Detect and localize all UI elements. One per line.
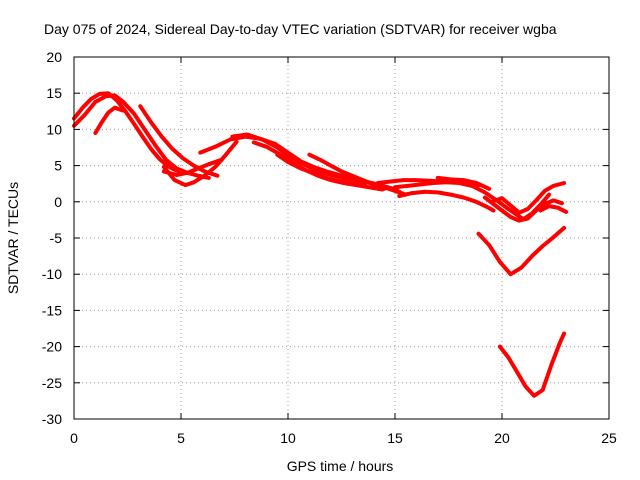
- series-track-17: [491, 181, 567, 215]
- series-track-5: [161, 139, 239, 188]
- data-series: [72, 91, 569, 398]
- x-tick-label: 10: [280, 430, 296, 446]
- x-tick-label: 0: [70, 430, 78, 446]
- series-track-10: [275, 152, 367, 188]
- axis-ticks: 0 5 10 15 20 25 -30 -25 -20 -15 -10 -5 0 5 10 15 20: [42, 49, 617, 446]
- series-track-11: [307, 152, 387, 191]
- y-tick-label: 0: [54, 194, 62, 210]
- y-tick-label: -15: [42, 302, 62, 318]
- series-track-19: [538, 204, 569, 214]
- y-axis-title: SDTVAR / TECUs: [5, 182, 21, 294]
- series-track-13: [393, 180, 511, 211]
- series-track-21: [497, 331, 567, 398]
- grid: [74, 57, 609, 419]
- y-tick-label: 5: [54, 158, 62, 174]
- y-tick-label: -30: [42, 411, 62, 427]
- y-tick-label: -25: [42, 375, 62, 391]
- x-tick-label: 5: [177, 430, 185, 446]
- y-tick-label: 15: [46, 85, 62, 101]
- series-track-14: [397, 189, 496, 213]
- y-tick-label: -20: [42, 339, 62, 355]
- series-track-4: [138, 104, 220, 178]
- series-track-15: [435, 175, 492, 191]
- series-track-3: [93, 105, 126, 135]
- chart-title: Day 075 of 2024, Sidereal Day-to-day VTE…: [44, 21, 557, 37]
- y-tick-label: -10: [42, 266, 62, 282]
- series-track-2: [72, 91, 188, 175]
- y-tick-label: 10: [46, 121, 62, 137]
- x-tick-label: 15: [387, 430, 403, 446]
- x-axis-title: GPS time / hours: [287, 458, 394, 474]
- series-track-20: [476, 225, 567, 277]
- x-tick-label: 20: [494, 430, 510, 446]
- y-tick-label: 20: [46, 49, 62, 65]
- series-track-6: [161, 157, 224, 177]
- series-track-18: [504, 192, 552, 222]
- x-tick-label: 25: [601, 430, 617, 446]
- y-tick-label: -5: [50, 230, 63, 246]
